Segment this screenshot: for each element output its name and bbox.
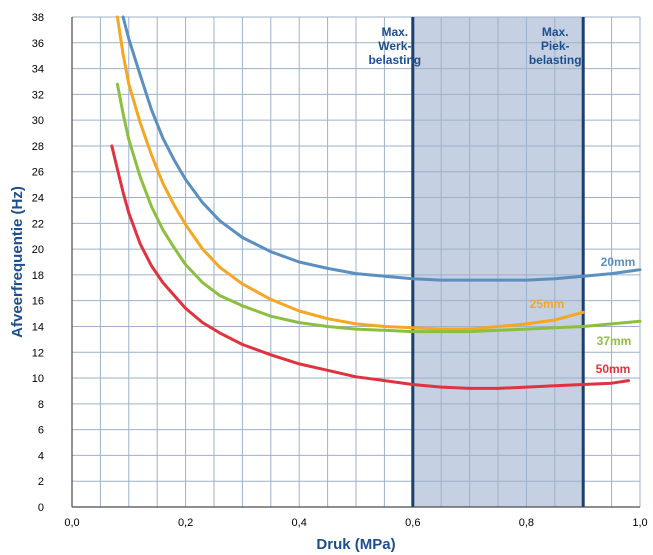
- y-tick-label: 10: [32, 373, 44, 385]
- max-work-load-label: Max. Werk-belasting: [368, 25, 421, 67]
- x-axis-title: Druk (MPa): [316, 536, 395, 553]
- series-lines: [110, 15, 642, 390]
- series-line-20mm: [121, 15, 642, 282]
- x-tick-label: 0,6: [405, 517, 420, 529]
- series-line-25mm: [115, 15, 585, 331]
- y-tick-label: 12: [32, 347, 44, 359]
- grid-layer: [71, 16, 641, 508]
- load-zone-labels: Max. Werk-belasting Max. Piek-belasting: [368, 25, 581, 67]
- x-tick-label: 0,0: [64, 517, 79, 529]
- y-tick-label: 8: [38, 399, 44, 411]
- y-tick-label: 30: [32, 115, 44, 127]
- y-tick-label: 24: [32, 193, 44, 205]
- series-label-50mm: 50mm: [596, 362, 631, 376]
- y-tick-label: 28: [32, 141, 44, 153]
- x-tick-label: 0,4: [292, 517, 307, 529]
- max-peak-load-label: Max. Piek-belasting: [529, 25, 582, 67]
- series-label-20mm: 20mm: [601, 255, 636, 269]
- y-tick-label: 32: [32, 89, 44, 101]
- series-label-37mm: 37mm: [597, 334, 632, 348]
- series-label-25mm: 25mm: [530, 297, 565, 311]
- x-tick-label: 0,2: [178, 517, 193, 529]
- x-tick-label: 1,0: [632, 517, 647, 529]
- series-line-37mm: [115, 82, 642, 334]
- y-axis-title: Afveerfrequentie (Hz): [9, 186, 26, 338]
- y-tick-label: 4: [38, 450, 44, 462]
- y-tick-label: 6: [38, 425, 44, 437]
- y-tick-label: 36: [32, 38, 44, 50]
- y-tick-label: 2: [38, 476, 44, 488]
- y-tick-label: 26: [32, 167, 44, 179]
- x-tick-labels: 0,0 0,2 0,4 0,6 0,8 1,0: [64, 517, 647, 529]
- y-tick-label: 20: [32, 244, 44, 256]
- axes: [71, 17, 640, 508]
- y-tick-label: 38: [32, 12, 44, 24]
- y-tick-label: 14: [32, 321, 44, 333]
- y-tick-label: 34: [32, 64, 44, 76]
- x-tick-label: 0,8: [519, 517, 534, 529]
- series-line-50mm: [110, 144, 631, 390]
- y-tick-label: 0: [38, 502, 44, 514]
- y-tick-label: 22: [32, 218, 44, 230]
- y-tick-label: 16: [32, 296, 44, 308]
- series-labels: 20mm 25mm 37mm 50mm: [530, 255, 636, 376]
- load-zone-borders: [411, 17, 585, 507]
- y-tick-label: 18: [32, 270, 44, 282]
